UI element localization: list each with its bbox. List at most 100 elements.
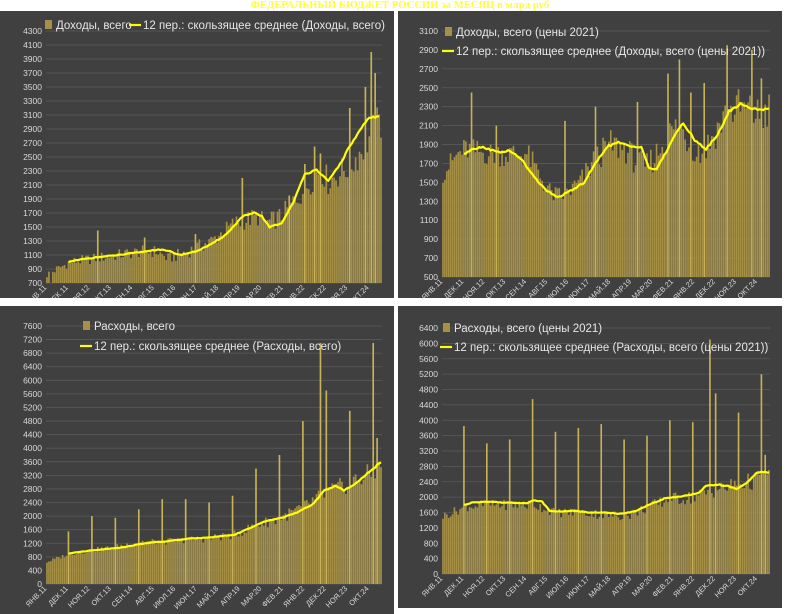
y-tick-label: 4400 bbox=[419, 400, 438, 410]
bar bbox=[307, 189, 310, 283]
bar bbox=[558, 187, 561, 277]
bar bbox=[55, 556, 58, 584]
bar bbox=[674, 119, 677, 278]
x-tick-label: ФЕВ.21 bbox=[260, 584, 285, 609]
bar bbox=[239, 532, 242, 584]
bar bbox=[758, 118, 761, 277]
bar bbox=[362, 159, 365, 283]
bar bbox=[255, 211, 257, 283]
bar bbox=[733, 114, 736, 277]
bar bbox=[741, 102, 744, 277]
bar bbox=[186, 539, 189, 584]
bar bbox=[376, 438, 378, 584]
bar bbox=[241, 178, 244, 283]
legend-swatch-bars bbox=[45, 20, 52, 29]
y-tick-label: 5200 bbox=[23, 402, 42, 412]
bar bbox=[108, 547, 111, 584]
bar bbox=[556, 513, 559, 574]
bar bbox=[173, 253, 175, 283]
bar bbox=[701, 153, 704, 277]
bar bbox=[449, 516, 452, 574]
bar bbox=[627, 515, 629, 574]
bar bbox=[130, 258, 132, 283]
bar bbox=[588, 516, 591, 574]
bar bbox=[130, 546, 132, 584]
bar bbox=[278, 455, 281, 584]
bar bbox=[581, 510, 583, 574]
bar bbox=[266, 220, 269, 283]
bar bbox=[520, 156, 522, 277]
bar bbox=[463, 140, 465, 277]
bar bbox=[192, 251, 195, 283]
bar bbox=[229, 539, 232, 584]
x-tick-label: АВГ.15 bbox=[133, 283, 156, 298]
bar bbox=[571, 183, 574, 277]
bar bbox=[165, 544, 167, 584]
bar bbox=[659, 153, 662, 277]
bar bbox=[169, 252, 171, 283]
bar bbox=[495, 125, 498, 277]
bar bbox=[57, 266, 60, 283]
bar bbox=[493, 505, 496, 574]
x-tick-label: СЕН.14 bbox=[503, 277, 528, 298]
bar bbox=[192, 540, 195, 584]
bar bbox=[545, 188, 547, 277]
bar bbox=[304, 164, 306, 283]
bar bbox=[764, 104, 767, 277]
bar bbox=[472, 508, 475, 574]
bar bbox=[516, 155, 519, 277]
bar bbox=[137, 509, 140, 584]
bar bbox=[470, 507, 473, 574]
x-tick-label: НОЯ.12 bbox=[461, 277, 486, 298]
bar bbox=[640, 506, 643, 574]
bar bbox=[714, 393, 717, 574]
bar bbox=[587, 166, 589, 277]
x-tick-label: ИЮН.17 bbox=[564, 574, 591, 601]
bar bbox=[186, 251, 189, 283]
bar bbox=[674, 492, 677, 574]
bar bbox=[476, 140, 479, 277]
bar bbox=[495, 504, 498, 574]
bar bbox=[514, 154, 517, 277]
x-tick-label: НОЯ.12 bbox=[66, 584, 91, 609]
bar bbox=[768, 469, 770, 574]
bar bbox=[216, 242, 218, 283]
bar bbox=[598, 516, 601, 574]
bar bbox=[625, 163, 627, 277]
bar bbox=[537, 169, 540, 277]
bar bbox=[311, 191, 314, 283]
bar bbox=[745, 108, 747, 278]
bar bbox=[657, 155, 660, 277]
bar bbox=[46, 277, 48, 283]
bar bbox=[110, 549, 113, 584]
bar bbox=[61, 265, 64, 283]
bar bbox=[665, 499, 667, 574]
bar bbox=[151, 256, 154, 283]
bar bbox=[669, 123, 671, 277]
bar bbox=[487, 156, 490, 277]
bar bbox=[120, 544, 123, 584]
bar bbox=[644, 513, 646, 574]
bar bbox=[300, 506, 302, 584]
bar bbox=[65, 268, 68, 283]
bar bbox=[741, 488, 744, 574]
bar bbox=[173, 538, 175, 584]
bar bbox=[445, 514, 448, 574]
bar bbox=[159, 252, 162, 283]
bar bbox=[575, 511, 578, 574]
bar bbox=[198, 539, 201, 584]
bar bbox=[249, 529, 251, 584]
bar bbox=[718, 489, 721, 574]
y-tick-label: 3300 bbox=[23, 96, 42, 106]
bar bbox=[104, 546, 107, 584]
bar bbox=[259, 214, 261, 283]
x-tick-label: НОЯ.12 bbox=[66, 283, 91, 298]
bar bbox=[233, 226, 236, 283]
y-tick-label: 800 bbox=[28, 552, 42, 562]
bar bbox=[522, 164, 524, 277]
bar bbox=[613, 137, 616, 277]
bar bbox=[686, 499, 688, 574]
x-tick-label: ФЕВ.21 bbox=[260, 283, 285, 298]
bar bbox=[272, 211, 275, 283]
chart-svg: 0 400 800 1200 1600 2000 2400 2800 3200 3600 4000 4… bbox=[419, 323, 770, 601]
